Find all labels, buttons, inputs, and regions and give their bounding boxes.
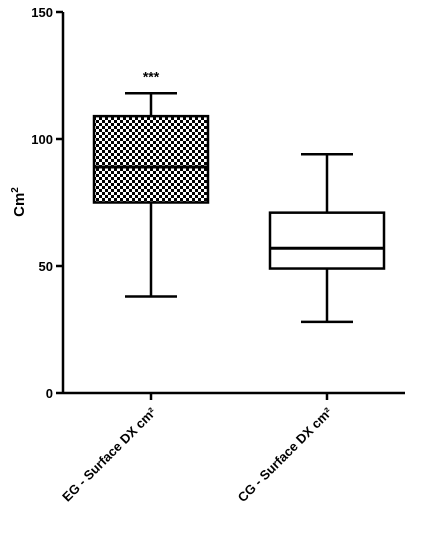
y-tick-label: 50 [39,259,53,274]
boxes: *** [92,68,386,324]
y-tick-label: 150 [31,5,53,20]
y-axis-label: Cm2 [10,187,28,217]
box-group [268,152,386,324]
box-group: *** [92,68,210,298]
y-tick-label: 100 [31,132,53,147]
iqr-box [268,211,386,270]
significance-annotation: *** [143,68,160,84]
x-category-label: CG - Surface DX cm² [235,404,336,505]
y-tick-label: 0 [46,386,53,401]
axes: 0 50 100 150 [31,5,405,401]
iqr-box [92,114,210,204]
x-category-label: EG - Surface DX cm² [59,404,159,504]
x-axis-category-labels: EG - Surface DX cm² CG - Surface DX cm² [59,404,335,505]
